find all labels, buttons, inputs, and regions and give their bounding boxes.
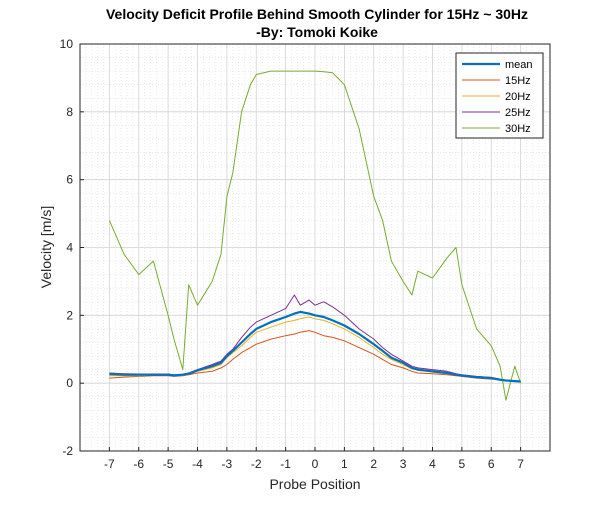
x-tick-label: -6 [133,457,144,471]
series-line-30hz [108,70,522,401]
series-line-mean [109,310,521,383]
x-tick-label: 1 [341,457,348,471]
y-tick-label: -2 [62,444,73,458]
y-tick-label: 0 [66,376,73,390]
x-tick-label: 7 [517,457,524,471]
y-tick-label: 8 [66,105,73,119]
y-tick-label: 10 [60,37,74,51]
y-tick-label: 2 [66,308,73,322]
y-axis-ticks: -2 0 2 4 6 8 10 [60,37,84,458]
x-axis-label: Probe Position [269,476,360,492]
x-axis-ticks: -7 -6 -5 -4 -3 -2 -1 0 1 2 3 4 5 6 7 [104,447,524,471]
x-tick-label: 0 [312,457,319,471]
series-lines [108,70,522,401]
x-tick-label: -1 [280,457,291,471]
x-tick-label: -2 [251,457,262,471]
x-tick-label: 6 [488,457,495,471]
legend-label-25hz: 25Hz [505,107,531,119]
x-tick-label: -3 [222,457,233,471]
y-axis-label: Velocity [m/s] [38,206,54,288]
legend: mean 15Hz 20Hz 25Hz 30Hz [455,52,544,139]
chart-title: Velocity Deficit Profile Behind Smooth C… [106,6,528,22]
legend-label-mean: mean [505,59,533,71]
legend-label-30hz: 30Hz [505,123,531,135]
x-tick-label: -7 [104,457,115,471]
x-tick-label: 3 [400,457,407,471]
y-tick-label: 4 [66,241,73,255]
x-tick-label: 4 [429,457,436,471]
x-tick-label: 2 [370,457,377,471]
legend-label-15hz: 15Hz [505,75,531,87]
y-tick-label: 6 [66,173,73,187]
chart-subtitle: -By: Tomoki Koike [256,24,378,40]
x-tick-label: -5 [163,457,174,471]
x-tick-label: 5 [459,457,466,471]
x-tick-label: -4 [192,457,203,471]
legend-label-20hz: 20Hz [505,91,531,103]
